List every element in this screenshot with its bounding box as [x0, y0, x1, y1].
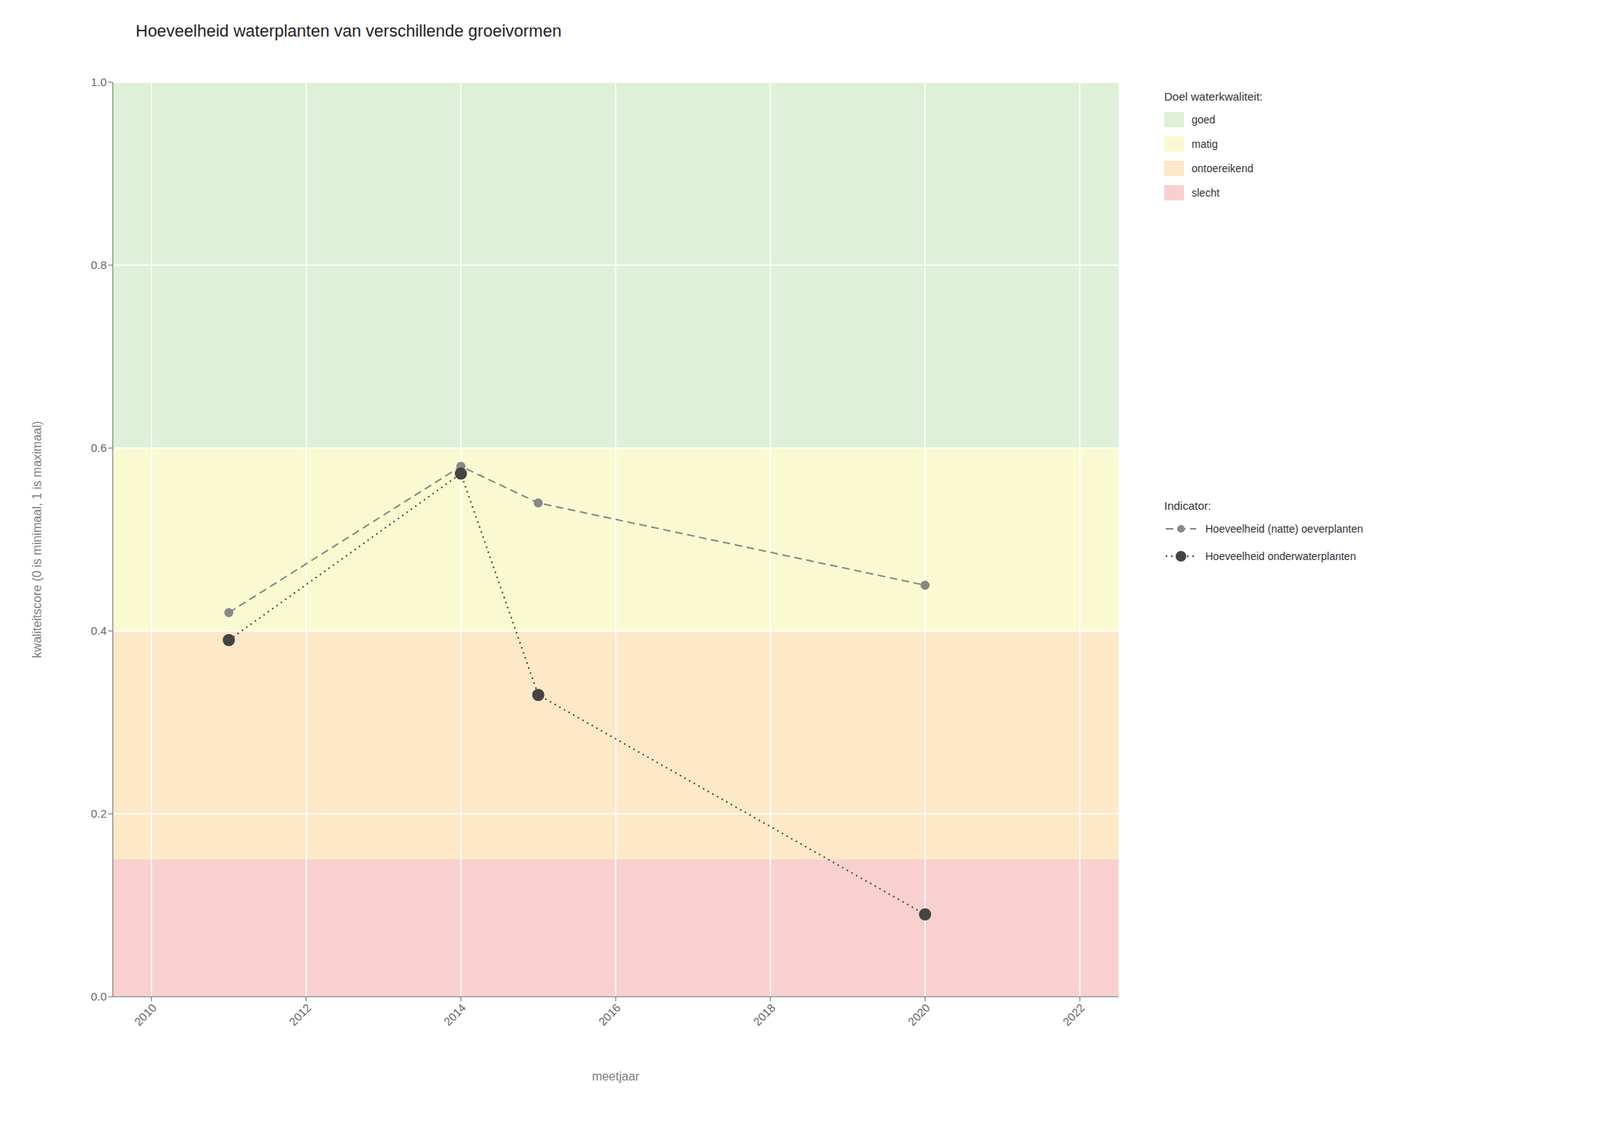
- svg-text:0.8: 0.8: [90, 258, 107, 272]
- svg-text:2020: 2020: [905, 1001, 933, 1029]
- svg-text:0.2: 0.2: [90, 806, 107, 820]
- svg-text:2022: 2022: [1059, 1001, 1088, 1029]
- html-text:matig: matig: [1191, 137, 1218, 151]
- html-text:slecht: slecht: [1191, 186, 1220, 199]
- html-text:Hoeveelheid (natte) oeverplant: Hoeveelheid (natte) oeverplanten: [1205, 522, 1364, 535]
- svg-text:2016: 2016: [595, 1001, 624, 1029]
- svg-text:0.4: 0.4: [90, 624, 107, 637]
- html-text:Hoeveelheid waterplanten van v: Hoeveelheid waterplanten van verschillen…: [135, 21, 562, 41]
- html-text:goed: goed: [1191, 113, 1216, 126]
- svg-text:2014: 2014: [441, 1001, 469, 1029]
- html-text:Doel waterkwaliteit:: Doel waterkwaliteit:: [1164, 89, 1263, 103]
- html-text:Indicator:: Indicator:: [1164, 499, 1212, 512]
- svg-text:kwaliteitscore (0 is minimaal,: kwaliteitscore (0 is minimaal, 1 is maxi…: [30, 420, 44, 658]
- svg-text:meetjaar: meetjaar: [592, 1069, 640, 1083]
- svg-text:0.6: 0.6: [90, 441, 107, 455]
- svg-text:2010: 2010: [131, 1001, 160, 1029]
- html-text:ontoereikend: ontoereikend: [1191, 162, 1254, 175]
- svg-text:2012: 2012: [286, 1001, 314, 1029]
- svg-text:2018: 2018: [750, 1001, 778, 1029]
- svg-text:1.0: 1.0: [90, 75, 107, 89]
- svg-text:0.0: 0.0: [90, 989, 107, 1003]
- html-text:Hoeveelheid onderwaterplanten: Hoeveelheid onderwaterplanten: [1205, 550, 1356, 563]
